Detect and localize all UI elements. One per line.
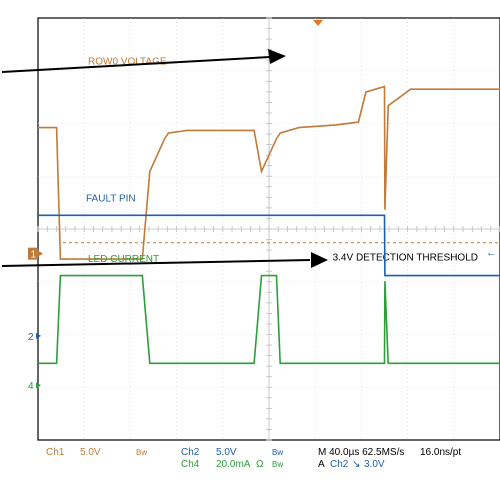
status-ch4-scale: 20.0mA	[216, 459, 251, 470]
annotation-arrowhead-bottom	[311, 252, 328, 268]
channel-markers: 1 2 4	[28, 247, 43, 392]
annotation-arrow-bottom	[1, 259, 311, 267]
status-bar: Ch1 5.0V Bw Ch2 5.0V Bw Ch4 20.0mA Ω Bw …	[46, 447, 461, 470]
fault-pin-trace	[38, 214, 500, 277]
channel-2-marker-arrow	[36, 332, 41, 339]
channel-4-marker-label: 4	[28, 381, 34, 392]
channel-4-marker-arrow	[36, 382, 41, 389]
status-ch1-scale: 5.0V	[80, 447, 101, 458]
status-trigger-ch: Ch2	[330, 459, 349, 470]
fault-pin-label: FAULT PIN	[86, 194, 136, 205]
channel-1-marker-label: 1	[31, 250, 37, 261]
status-trigger-slope: ↘	[352, 459, 360, 470]
status-ch2-scale: 5.0V	[216, 447, 237, 458]
channel-1-marker-box	[28, 247, 38, 260]
status-ch1: Ch1	[46, 447, 65, 458]
led-current-trace	[38, 274, 500, 365]
status-timebase: M 40.0µs 62.5MS/s	[318, 447, 404, 458]
annotation-arrow-top	[1, 56, 271, 73]
status-ch2: Ch2	[181, 447, 200, 458]
channel-1-marker-arrow	[38, 250, 43, 257]
row0-voltage-label: ROW0 VOLTAGE	[88, 57, 167, 68]
channel-2-marker-label: 2	[28, 332, 34, 343]
grid	[37, 17, 500, 441]
led-current-label: LED CURRENT	[88, 254, 159, 265]
trigger-position-marker	[313, 20, 323, 26]
trigger-level-arrow: ←	[486, 247, 497, 259]
status-ch2-bw: Bw	[272, 448, 283, 457]
status-trigger-level: 3.0V	[364, 459, 385, 470]
status-ch4: Ch4	[181, 459, 200, 470]
status-ch1-bw: Bw	[136, 448, 147, 457]
annotation-arrowhead-top	[268, 49, 286, 64]
status-ch4-unit: Ω	[256, 459, 264, 470]
status-trigger: A	[318, 459, 325, 470]
threshold-label: 3.4V DETECTION THRESHOLD	[333, 253, 478, 264]
status-ch4-bw: Bw	[272, 460, 283, 469]
status-resolution: 16.0ns/pt	[420, 447, 461, 458]
